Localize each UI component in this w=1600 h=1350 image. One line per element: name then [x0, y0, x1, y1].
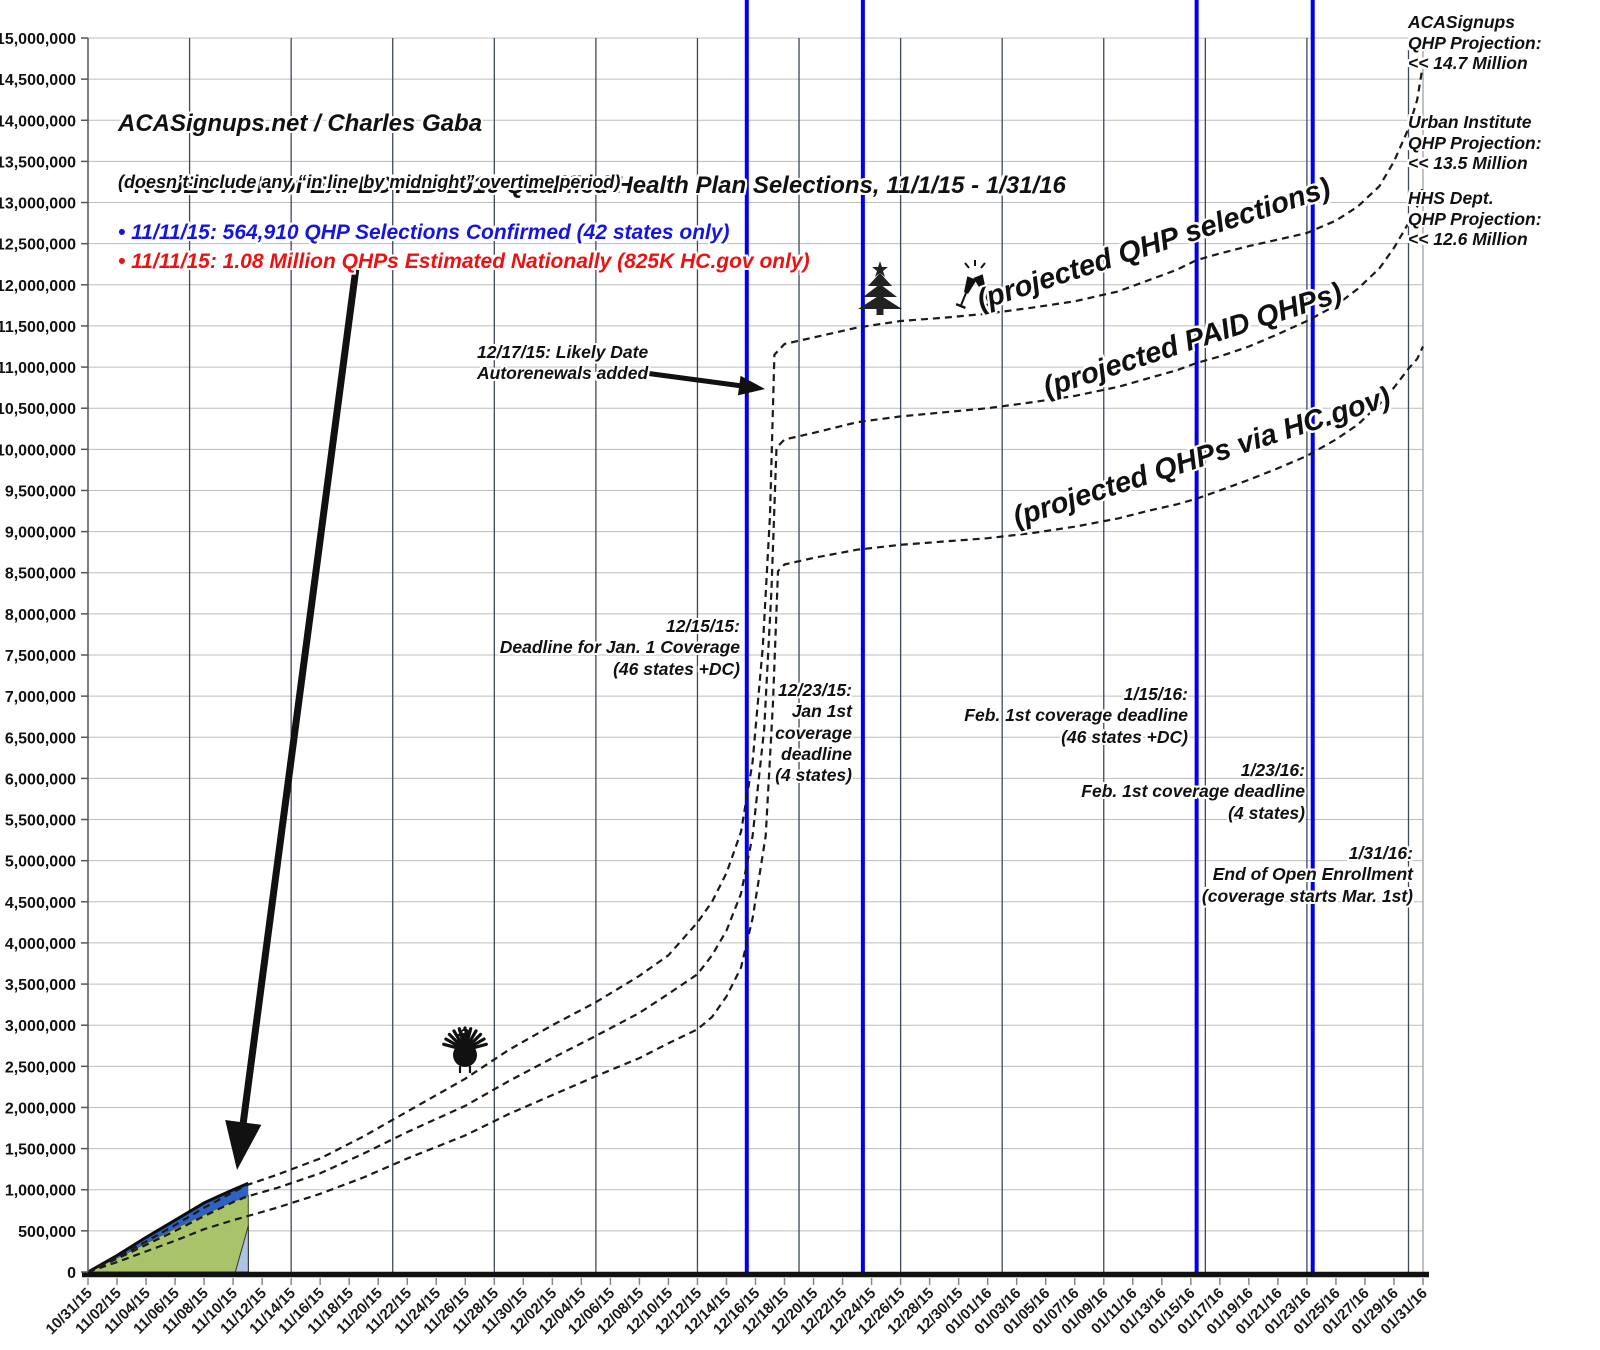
- actual-data-arrow-head: [225, 1120, 262, 1170]
- y-tick-label: 8,500,000: [5, 566, 76, 583]
- y-tick-label: 13,000,000: [0, 196, 76, 213]
- turkey-icon: [442, 1026, 488, 1073]
- y-tick-label: 6,000,000: [5, 771, 76, 788]
- y-tick-label: 1,000,000: [5, 1183, 76, 1200]
- deadline-lines: [744, 0, 1315, 1272]
- annotation-urban-projection: Urban Institute QHP Projection: << 13.5 …: [1408, 112, 1542, 174]
- y-tick-label: 6,500,000: [5, 730, 76, 747]
- y-tick-label: 2,000,000: [5, 1100, 76, 1117]
- y-tick-label: 9,000,000: [5, 525, 76, 542]
- y-tick-label: 5,500,000: [5, 813, 76, 830]
- v-gridlines: [188, 38, 1424, 1272]
- annotation-jan23-deadline: 1/23/16: Feb. 1st coverage deadline (4 s…: [1081, 760, 1305, 823]
- y-tick-label: 14,000,000: [0, 113, 76, 130]
- projection-curves: [87, 64, 1425, 1274]
- annotation-jan31-end: 1/31/16: End of Open Enrollment (coverag…: [1201, 843, 1413, 906]
- annotation-jan15-deadline: 1/15/16: Feb. 1st coverage deadline (46 …: [964, 684, 1188, 747]
- actual-data-arrow: [239, 267, 360, 1127]
- champagne-icon: [955, 260, 995, 310]
- y-tick-label: 15,000,000: [0, 31, 76, 48]
- title-line1: ACASignups.net / Charles Gaba: [118, 110, 483, 137]
- y-tick-label: 11,000,000: [0, 360, 76, 377]
- bullet-estimated: • 11/11/15: 1.08 Million QHPs Estimated …: [118, 250, 810, 273]
- y-tick-label: 500,000: [18, 1224, 76, 1241]
- y-tick-label: 10,500,000: [0, 401, 76, 418]
- y-tick-label: 2,500,000: [5, 1059, 76, 1076]
- y-tick-label: 7,500,000: [5, 648, 76, 665]
- y-tick-label: 4,000,000: [5, 936, 76, 953]
- christmas-tree-icon: [858, 261, 902, 315]
- y-tick-label: 11,500,000: [0, 319, 76, 336]
- autorenewals-arrow: [629, 368, 744, 389]
- y-tick-label: 1,500,000: [5, 1142, 76, 1159]
- annotation-acasignups-projection: ACASignups QHP Projection: << 14.7 Milli…: [1408, 12, 1542, 74]
- series-projected-qhp-selections: [87, 64, 1425, 1273]
- y-tick-label: 7,000,000: [5, 689, 76, 706]
- y-tick-label: 10,000,000: [0, 442, 76, 459]
- annotation-dec23-deadline: 12/23/15: Jan 1st coverage deadline (4 s…: [775, 680, 852, 786]
- annotation-autorenewals: 12/17/15: Likely Date Autorenewals added: [477, 342, 649, 384]
- y-tick-label: 12,000,000: [0, 278, 76, 295]
- holiday-icons: [442, 260, 995, 1073]
- autorenewals-arrow-head: [737, 375, 765, 396]
- annotation-dec15-deadline: 12/15/15: Deadline for Jan. 1 Coverage (…: [499, 616, 740, 679]
- annotation-hhs-projection: HHS Dept. QHP Projection: << 12.6 Millio…: [1408, 188, 1542, 250]
- annotation-arrows: [225, 267, 765, 1170]
- bullet-confirmed: • 11/11/15: 564,910 QHP Selections Confi…: [118, 221, 730, 244]
- series-projected-paid-qhps: [87, 185, 1425, 1274]
- title-line2: PROJECTION of EXPECTED 2016 Qualified He…: [118, 172, 1066, 200]
- y-tick-label: 12,500,000: [0, 237, 76, 254]
- axes: [81, 37, 1429, 1285]
- page-subtitle: (doesn’t include any “in line by midnigh…: [118, 172, 621, 192]
- actual-total-line: [87, 1181, 249, 1274]
- y-tick-label: 9,500,000: [5, 483, 76, 500]
- y-tick-label: 3,000,000: [5, 1018, 76, 1035]
- y-tick-label: 5,000,000: [5, 854, 76, 871]
- page-title: ACASignups.net / Charles Gaba PROJECTION…: [118, 108, 1066, 202]
- y-tick-label: 0: [67, 1265, 76, 1282]
- y-tick-label: 14,500,000: [0, 72, 76, 89]
- y-tick-label: 8,000,000: [5, 607, 76, 624]
- y-tick-label: 4,500,000: [5, 895, 76, 912]
- y-tick-label: 3,500,000: [5, 977, 76, 994]
- y-tick-label: 13,500,000: [0, 154, 76, 171]
